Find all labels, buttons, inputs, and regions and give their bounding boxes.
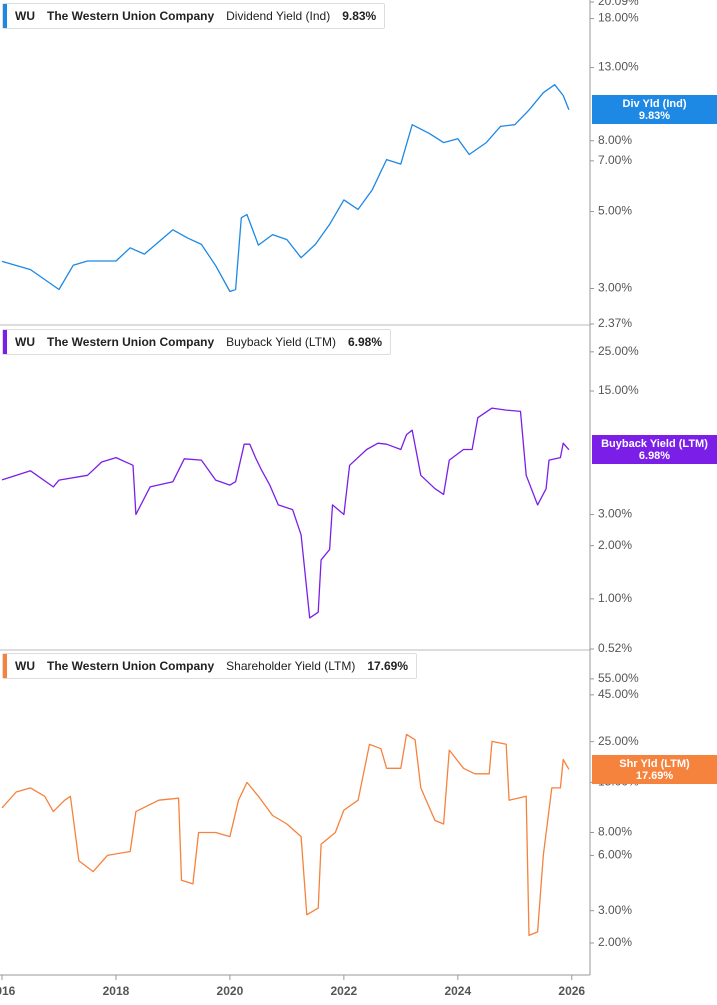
y-tick-label: 0.52% <box>598 641 632 655</box>
y-tick-label: 55.00% <box>598 671 639 685</box>
badge-label: Buyback Yield (LTM) <box>601 438 708 451</box>
x-tick-label: 2024 <box>444 984 471 998</box>
y-tick-label: 2.37% <box>598 316 632 330</box>
ticker: WU <box>15 659 35 673</box>
latest-value: 17.69% <box>367 659 409 673</box>
y-tick-label: 3.00% <box>598 903 632 917</box>
series-line <box>1 733 570 937</box>
ticker: WU <box>15 335 35 349</box>
legend-entry: Dividend Yield (Ind) <box>226 9 331 23</box>
series-line <box>1 407 570 619</box>
legend: WU The Western Union Company Shareholder Y… <box>2 653 418 679</box>
y-tick-label: 2.00% <box>598 935 632 949</box>
legend-swatch <box>3 330 7 354</box>
x-tick-label: 2018 <box>103 984 130 998</box>
value-badge: Shr Yld (LTM) 17.69% <box>592 754 717 784</box>
y-tick-label: 8.00% <box>598 133 632 147</box>
legend-entry: Shareholder Yield (LTM) <box>226 659 356 673</box>
ticker: WU <box>15 9 35 23</box>
y-tick-label: 13.00% <box>598 60 639 74</box>
badge-value: 6.98% <box>638 450 671 463</box>
badge-label: Div Yld (Ind) <box>622 98 687 111</box>
legend: WU The Western Union Company Dividend Yiel… <box>2 3 386 29</box>
y-tick-label: 8.00% <box>598 825 632 839</box>
y-tick-label: 7.00% <box>598 153 632 167</box>
badge-value: 17.69% <box>635 769 674 782</box>
legend-swatch <box>3 654 7 678</box>
x-tick-label: 2022 <box>331 984 358 998</box>
company: The Western Union Company <box>47 9 215 23</box>
value-badge: Buyback Yield (LTM) 6.98% <box>592 435 717 465</box>
y-tick-label: 15.00% <box>598 383 639 397</box>
legend-entry: Buyback Yield (LTM) <box>226 335 336 349</box>
x-tick-label: 2026 <box>558 984 585 998</box>
company: The Western Union Company <box>47 659 215 673</box>
y-tick-label: 45.00% <box>598 687 639 701</box>
y-tick-label: 3.00% <box>598 281 632 295</box>
y-tick-label: 25.00% <box>598 734 639 748</box>
y-tick-label: 3.00% <box>598 507 632 521</box>
y-tick-label: 1.00% <box>598 591 632 605</box>
value-badge: Div Yld (Ind) 9.83% <box>592 95 717 125</box>
series-line <box>1 84 570 293</box>
x-tick-label: 2016 <box>0 984 16 998</box>
y-tick-label: 25.00% <box>598 344 639 358</box>
legend: WU The Western Union Company Buyback Yield… <box>2 329 391 355</box>
y-tick-label: 6.00% <box>598 848 632 862</box>
y-tick-label: 20.09% <box>598 0 639 8</box>
y-tick-label: 2.00% <box>598 538 632 552</box>
latest-value: 9.83% <box>342 9 377 23</box>
badge-value: 9.83% <box>638 110 671 123</box>
x-tick-label: 2020 <box>217 984 244 998</box>
legend-swatch <box>3 4 7 28</box>
latest-value: 6.98% <box>347 335 382 349</box>
y-tick-label: 18.00% <box>598 11 639 25</box>
y-tick-label: 5.00% <box>598 204 632 218</box>
company: The Western Union Company <box>47 335 215 349</box>
badge-label: Shr Yld (LTM) <box>619 757 690 770</box>
